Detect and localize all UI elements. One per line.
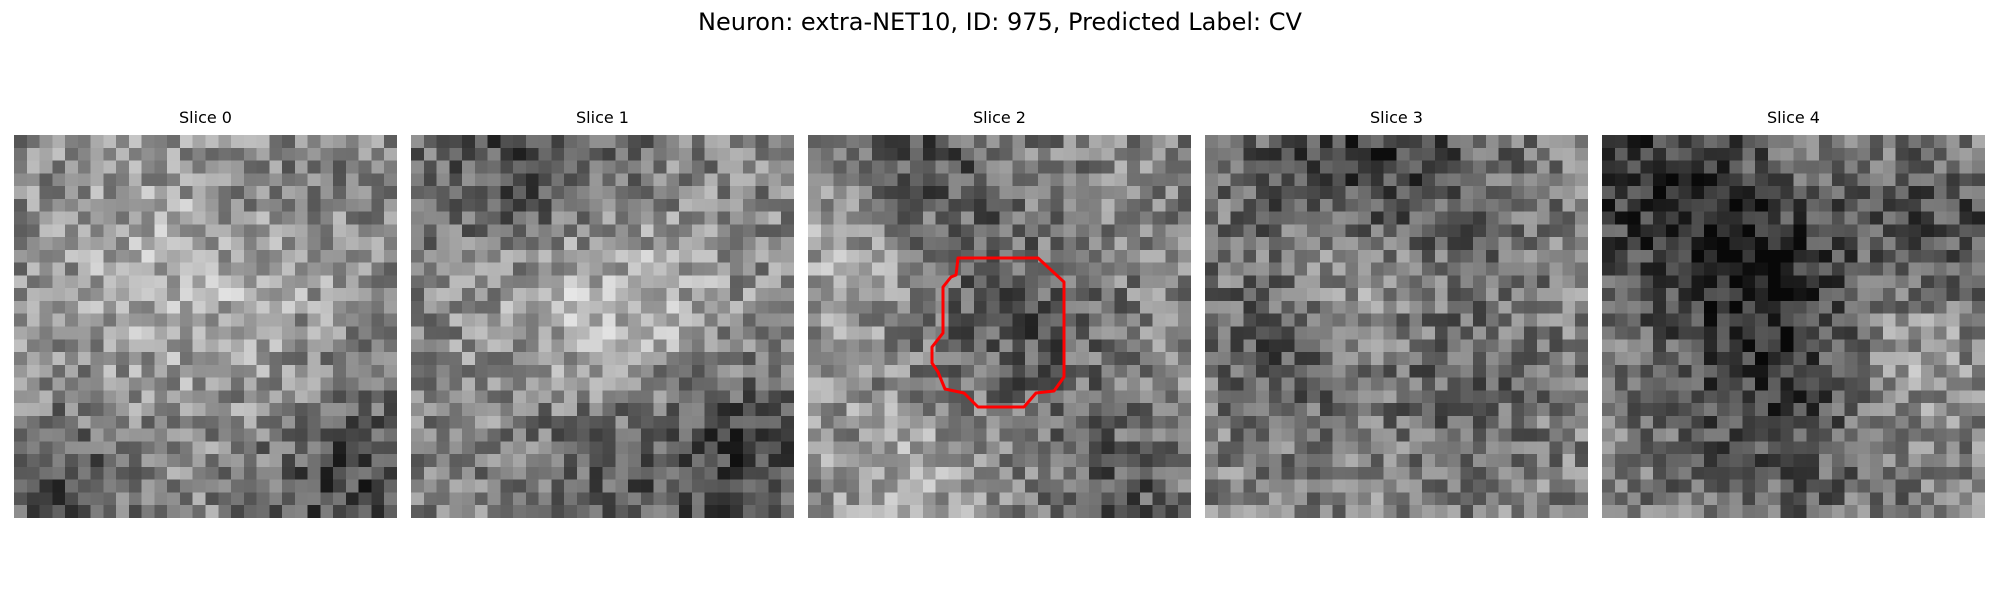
slice-title: Slice 2	[973, 108, 1026, 127]
slice-image	[1205, 135, 1588, 518]
slice-panel-1: Slice 1	[411, 108, 794, 518]
slice-title: Slice 0	[179, 108, 232, 127]
slice-panel-4: Slice 4	[1602, 108, 1985, 518]
slice-panel-2: Slice 2	[808, 108, 1191, 518]
roi-outline	[930, 256, 1066, 409]
slice-image	[14, 135, 397, 518]
slice-image	[808, 135, 1191, 518]
slice-title: Slice 3	[1370, 108, 1423, 127]
slice-image	[411, 135, 794, 518]
slice-title: Slice 1	[576, 108, 629, 127]
figure-title: Neuron: extra-NET10, ID: 975, Predicted …	[698, 8, 1302, 36]
slice-panel-3: Slice 3	[1205, 108, 1588, 518]
slice-image	[1602, 135, 1985, 518]
slice-title: Slice 4	[1767, 108, 1820, 127]
slice-panel-0: Slice 0	[14, 108, 397, 518]
